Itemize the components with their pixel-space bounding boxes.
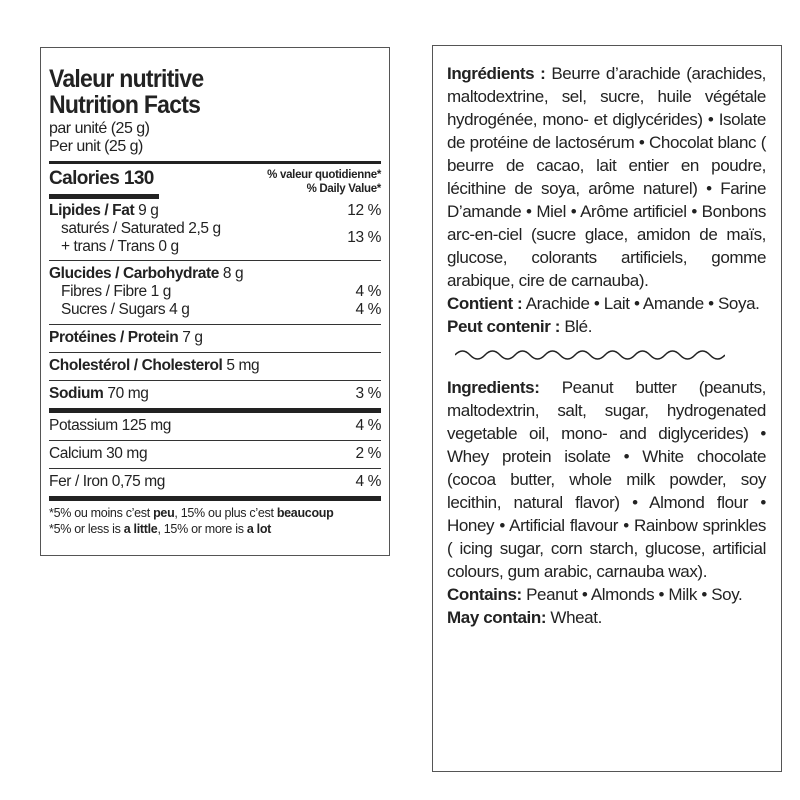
ingredients-en-contains-label: Contains: (447, 585, 522, 604)
dv-header-en: % Daily Value* (306, 183, 382, 195)
calories: Calories 130 (49, 168, 154, 189)
nutrition-footnote-fr-1: peu (153, 506, 175, 520)
nutrition-protein-amount: 7 g (178, 329, 203, 346)
nutrition-calcium-dv: 2 % (355, 445, 381, 462)
ingredients-panel: Ingrédients : Beurre d’arachide (arachid… (432, 45, 782, 772)
nutrition-sugars-dv: 4 % (355, 301, 381, 318)
nutrition-protein-label: Protéines / Protein (49, 329, 179, 346)
sugars-row: Sucres / Sugars 4 g 4 % (49, 301, 381, 324)
contains-fr: Contient : Arachide • Lait • Amande • So… (447, 292, 766, 338)
nutrition-carb-label: Glucides / Carbohydrate (49, 265, 219, 282)
nutrition-iron-dv: 4 % (355, 473, 381, 490)
potassium-row: Potassium 125 mg 4 % (49, 408, 381, 440)
serving-en: Per unit (25 g) (49, 138, 143, 155)
nutrition-sodium-dv: 3 % (355, 385, 381, 402)
nutrition-footnote-fr-2: , 15% ou plus c’est (174, 506, 277, 520)
ingredients-fr-may: Blé. (560, 317, 593, 336)
contains-en: Contains: Peanut • Almonds • Milk • Soy.… (447, 583, 766, 629)
nutrition-fat-label: Lipides / Fat (49, 202, 135, 219)
title-en: Nutrition Facts (49, 91, 201, 119)
dv-header-fr: % valeur quotidienne* (267, 169, 381, 181)
nutrition-cholesterol-label: Cholestérol / Cholesterol (49, 357, 223, 374)
nutrition-carb-amount: 8 g (218, 265, 244, 282)
nutrition-iron-label: Fer / Iron 0,75 mg (49, 473, 165, 490)
ingredients-en-text: Peanut butter (peanuts, maltodextrin, sa… (447, 378, 766, 581)
nutrition-sodium-amount: 70 mg (103, 385, 149, 402)
title-fr: Valeur nutritive (49, 65, 204, 93)
nutrition-footnote-fr-3: beaucoup (276, 506, 334, 520)
nutrition-potassium-dv: 4 % (355, 417, 381, 434)
nutrition-facts-table: Valeur nutritive Nutrition Facts par uni… (40, 47, 390, 556)
nutrition-footnote-en-0: *5% or less is (49, 522, 124, 536)
footnote: *5% ou moins c’est peu, 15% ou plus c’es… (49, 496, 381, 537)
sodium-row: Sodium 70 mg 3 % (49, 380, 381, 408)
nutrition-sodium-label: Sodium (49, 385, 104, 402)
nutrition-sat-trans-dv: 13 % (347, 229, 381, 246)
ingredients-fr-contains-label: Contient : (447, 294, 523, 313)
fibre-row: Fibres / Fibre 1 g 4 % (49, 283, 381, 301)
ingredients-fr-contains: Arachide • Lait • Amande • Soya. (522, 294, 760, 313)
nutrition-sugars-label: Sucres / Sugars 4 g (61, 301, 190, 318)
footnote-en: *5% or less is a little, 15% or more is … (49, 521, 381, 537)
sat-trans-row: saturés / Saturated 2,5 g + trans / Trans… (49, 220, 381, 260)
nutrition-fat-dv: 12 % (347, 202, 381, 219)
ingredients-en-may: Wheat. (546, 608, 602, 627)
nutrition-trans: + trans / Trans 0 g (61, 238, 179, 255)
ingredients-en-may-label: May contain: (447, 608, 547, 627)
nutrition-footnote-en-1: a little (123, 522, 158, 536)
nutrition-calcium-label: Calcium 30 mg (49, 445, 148, 462)
nutrition-fibre-label: Fibres / Fibre 1 g (61, 283, 171, 300)
ingredients-fr: Ingrédients : Beurre d’arachide (arachid… (447, 62, 766, 292)
iron-row: Fer / Iron 0,75 mg 4 % (49, 468, 381, 496)
ingredients-en: Ingredients: Peanut butter (peanuts, mal… (447, 376, 766, 583)
nutrition-saturated: saturés / Saturated 2,5 g (61, 220, 221, 237)
ingredients-en-label: Ingredients: (447, 378, 540, 397)
nutrition-footnote-fr-0: *5% ou moins c’est (49, 506, 154, 520)
ingredients-en-contains: Peanut • Almonds • Milk • Soy. (521, 585, 743, 604)
wavy-divider (454, 350, 726, 360)
calcium-row: Calcium 30 mg 2 % (49, 440, 381, 468)
footnote-fr: *5% ou moins c’est peu, 15% ou plus c’es… (49, 505, 381, 521)
ingredients-fr-may-label: Peut contenir : (447, 317, 561, 336)
nutrition-potassium-label: Potassium 125 mg (49, 417, 171, 434)
nutrition-fibre-dv: 4 % (355, 283, 381, 300)
protein-row: Protéines / Protein 7 g (49, 324, 381, 352)
cholesterol-row: Cholestérol / Cholesterol 5 mg (49, 352, 381, 380)
nutrition-fat-amount: 9 g (134, 202, 159, 219)
carb-row: Glucides / Carbohydrate 8 g (49, 260, 381, 283)
fat-row: Lipides / Fat 9 g 12 % (49, 199, 381, 220)
ingredients-fr-text: Beurre d’arachide (arachides, maltodextr… (447, 64, 766, 290)
nutrition-footnote-en-3: a lot (246, 522, 272, 536)
serving-fr: par unité (25 g) (49, 120, 150, 137)
ingredients-fr-label: Ingrédients : (447, 64, 546, 83)
nutrition-cholesterol-amount: 5 mg (222, 357, 260, 374)
nutrition-footnote-en-2: , 15% or more is (157, 522, 247, 536)
